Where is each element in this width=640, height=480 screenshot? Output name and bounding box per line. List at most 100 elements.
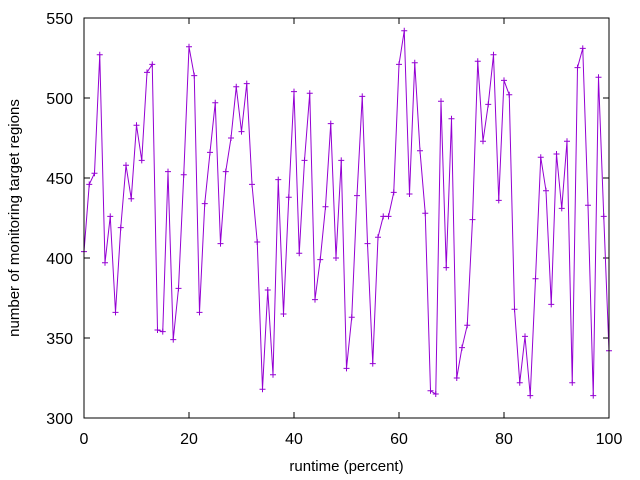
- data-point: [270, 371, 276, 378]
- x-tick-label: 100: [596, 431, 623, 448]
- data-point: [149, 61, 156, 68]
- data-point: [296, 250, 303, 257]
- y-tick-labels: 300 350 400 450 500 550: [46, 11, 73, 428]
- data-point: [170, 336, 177, 343]
- data-point: [396, 61, 402, 68]
- data-point: [406, 191, 413, 197]
- x-tick-label: 80: [495, 431, 513, 448]
- data-point: [96, 51, 103, 58]
- data-point: [222, 168, 229, 175]
- y-tick-label: 400: [46, 251, 73, 268]
- data-point: [191, 72, 198, 79]
- y-tick-label: 300: [46, 411, 73, 428]
- data-point: [201, 200, 208, 207]
- data-point: [133, 122, 140, 129]
- data-point: [348, 314, 355, 321]
- data-point: [107, 213, 114, 220]
- x-tick-label: 40: [285, 431, 303, 448]
- data-point: [354, 192, 360, 199]
- data-point: [427, 387, 434, 394]
- data-point: [569, 379, 576, 386]
- data-point: [453, 375, 460, 381]
- data-point: [480, 138, 486, 145]
- data-point: [543, 187, 549, 194]
- data-point: [490, 51, 497, 58]
- x-tick-label: 20: [180, 431, 198, 448]
- data-point: [369, 360, 376, 367]
- data-point: [165, 168, 171, 175]
- data-point: [243, 80, 250, 87]
- data-point: [537, 154, 544, 161]
- y-tick-label: 500: [46, 91, 73, 108]
- data-point: [485, 101, 492, 108]
- data-point: [238, 128, 245, 135]
- data-point: [259, 386, 266, 393]
- data-point: [469, 216, 476, 223]
- x-tick-label: 0: [80, 431, 89, 448]
- data-point: [91, 170, 98, 177]
- data-point: [327, 120, 334, 127]
- data-point: [422, 210, 429, 217]
- data-point: [516, 379, 523, 386]
- data-point: [254, 239, 261, 245]
- data-point: [338, 157, 345, 164]
- data-point: [385, 213, 392, 220]
- y-axis-label: number of monitoring target regions: [6, 99, 23, 337]
- data-point: [459, 344, 465, 351]
- data-point: [207, 149, 213, 156]
- data-point: [159, 328, 166, 335]
- data-point: [128, 195, 135, 202]
- data-point: [154, 327, 161, 333]
- data-point: [579, 45, 586, 52]
- data-point: [291, 88, 297, 95]
- data-point: [343, 365, 350, 372]
- data-point: [301, 157, 308, 164]
- data-point: [574, 64, 581, 71]
- data-point: [280, 311, 287, 317]
- x-tick-label: 60: [390, 431, 408, 448]
- data-point: [495, 197, 502, 204]
- data-point: [333, 255, 339, 261]
- data-point: [595, 74, 602, 81]
- data-point: [438, 98, 444, 105]
- data-point: [144, 69, 150, 76]
- data-point: [306, 90, 313, 97]
- y-tick-label: 450: [46, 171, 73, 188]
- data-point: [233, 83, 240, 90]
- data-point: [112, 309, 119, 316]
- data-point: [217, 240, 224, 247]
- data-point: [532, 275, 539, 282]
- plot-frame: [83, 17, 610, 419]
- data-point: [501, 77, 507, 84]
- data-point: [380, 213, 387, 220]
- data-point: [212, 99, 219, 106]
- data-point: [285, 194, 292, 201]
- data-point: [390, 189, 397, 196]
- data-point: [527, 392, 534, 399]
- series-line: [83, 30, 610, 396]
- data-point: [196, 309, 203, 316]
- data-point: [600, 213, 607, 220]
- data-point: [511, 306, 518, 313]
- data-point: [123, 162, 129, 169]
- data-point: [138, 157, 145, 164]
- series-layer: [81, 27, 612, 399]
- y-tick-label: 350: [46, 331, 73, 348]
- data-point: [474, 58, 481, 65]
- data-point: [564, 138, 570, 145]
- data-point: [375, 234, 381, 241]
- data-point: [275, 176, 282, 183]
- data-point: [317, 256, 324, 263]
- data-point: [175, 285, 182, 292]
- data-point: [590, 392, 597, 399]
- data-point: [401, 27, 408, 34]
- data-point: [180, 171, 187, 178]
- x-axis-label: runtime (percent): [289, 458, 403, 475]
- x-tick-labels: 0 20 40 60 80 100: [80, 431, 623, 448]
- data-point: [264, 287, 271, 293]
- data-point: [448, 115, 455, 122]
- data-point: [359, 93, 366, 100]
- data-point: [443, 264, 450, 271]
